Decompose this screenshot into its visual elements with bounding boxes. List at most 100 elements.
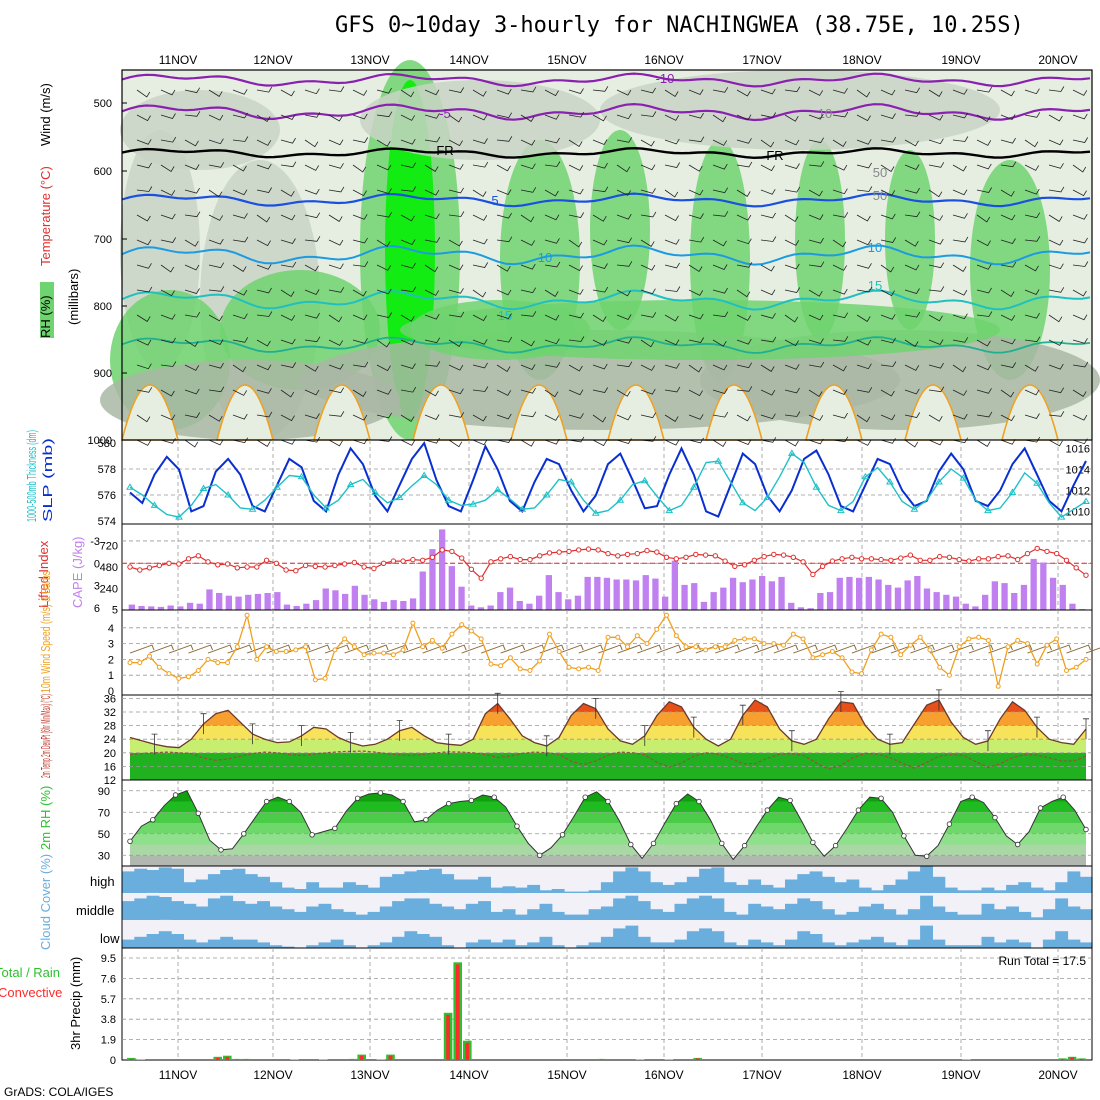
wind-speed-marker (1015, 637, 1021, 643)
wind-barb (578, 644, 604, 654)
cloud-bar-middle (158, 897, 172, 920)
cloud-bar-middle (343, 911, 356, 920)
thickness-marker (126, 483, 134, 490)
cape-bar (458, 586, 465, 610)
rh-contour-region (795, 140, 845, 340)
cape-bar (390, 600, 397, 610)
wind-barb (328, 314, 343, 323)
cape-bar (468, 605, 475, 610)
lifted-index-marker (624, 551, 631, 558)
temp-minmax-bar (200, 713, 207, 735)
cloud-bar-middle (674, 903, 688, 920)
wind-barb (952, 213, 968, 219)
temp-minmax-bar (396, 720, 403, 741)
cloud-bar-high (1079, 876, 1093, 893)
temp-minmax-bar (641, 725, 648, 746)
cape-bar (904, 580, 911, 610)
warm-tongue-contour (312, 384, 372, 441)
wind-barb (784, 411, 801, 417)
lifted-index-marker (1034, 545, 1040, 552)
wind-barb (232, 413, 248, 420)
cape-bar (729, 577, 737, 611)
wind-barb (568, 289, 584, 295)
wind-barb (664, 262, 680, 269)
cape-bar (788, 602, 795, 610)
cloud-bar-low (821, 942, 835, 948)
wind-barb (1024, 164, 1040, 171)
wind-barb (784, 263, 800, 270)
wind-barb (760, 313, 776, 319)
wind-speed-marker (166, 671, 172, 677)
lifted-index-marker (205, 559, 211, 565)
cloud-bar-high (453, 879, 467, 893)
wind-barb (1000, 161, 1017, 168)
warm-tongue-contour (606, 384, 666, 441)
wind-barb (904, 87, 921, 94)
cloud-bar-high (1030, 887, 1044, 893)
wind-barb (1072, 261, 1089, 267)
wind-barb (880, 237, 897, 243)
wind-barb (640, 412, 657, 419)
cape-bar (526, 603, 533, 610)
wind-barb (256, 388, 272, 394)
precip-convective-bar (244, 1059, 249, 1060)
wind-barb (400, 262, 416, 269)
pressure-level-tick: 900 (94, 368, 112, 380)
thickness-marker (836, 506, 845, 514)
wind-barb (544, 289, 559, 297)
cloud-bar-low (662, 942, 676, 948)
temp-minmax-bar (739, 704, 746, 726)
cloud-bar-low (944, 945, 958, 948)
wind-barb (208, 89, 223, 97)
cloud-bar-low (846, 942, 860, 948)
wind-barb (304, 289, 320, 295)
cloud-bar-high (441, 874, 455, 893)
cloud-bar-middle (122, 901, 135, 920)
rh-marker (1015, 841, 1021, 848)
wind-barb (928, 189, 943, 198)
temp-minmax-bar (788, 730, 795, 752)
wind-speed-marker (937, 664, 943, 670)
wind-barb (1000, 362, 1017, 368)
cloud-bar-middle (1067, 906, 1081, 920)
wind-barb (832, 644, 857, 654)
wind-barb (352, 314, 368, 321)
wind-barb (976, 364, 992, 371)
wind-barb (544, 438, 560, 445)
wind-barb (376, 288, 392, 295)
wind-speed-panel: 0 1 2 3 4 (108, 609, 1100, 698)
thickness-marker (297, 472, 306, 480)
cloud-bar-low (760, 942, 774, 948)
wind-barb (976, 264, 992, 270)
wind-barb (712, 139, 728, 146)
cape-bar (846, 576, 853, 610)
wind-barb (136, 314, 151, 322)
wind-barb (1000, 238, 1016, 244)
lifted-index-marker (683, 554, 689, 560)
wind-barb (256, 139, 272, 146)
wind-barb (304, 236, 321, 242)
lifted-index-marker (517, 556, 523, 563)
wind-barb (640, 312, 657, 318)
wind-barb (1000, 137, 1016, 144)
wind-barb (928, 286, 945, 292)
wind-speed-marker (303, 644, 309, 650)
cape-bar (565, 599, 572, 611)
cape-bar (923, 588, 931, 610)
wind-barb (184, 311, 201, 318)
rh-band (130, 801, 1086, 813)
wind-barb (256, 239, 271, 247)
wind-speed-marker (439, 645, 445, 651)
wind-barb (568, 111, 585, 118)
wind-barb (424, 237, 441, 243)
cloud-bar-middle (306, 906, 320, 920)
cape-bar (642, 575, 649, 610)
cloud-bar-middle (711, 898, 725, 920)
lifted-index-marker (410, 556, 416, 563)
wind-barb (184, 239, 199, 247)
wind-barb (832, 239, 847, 248)
wind-barb (136, 439, 152, 446)
thickness-marker (567, 478, 576, 485)
wind-barb (856, 439, 872, 446)
wind-speed-marker (966, 636, 972, 642)
